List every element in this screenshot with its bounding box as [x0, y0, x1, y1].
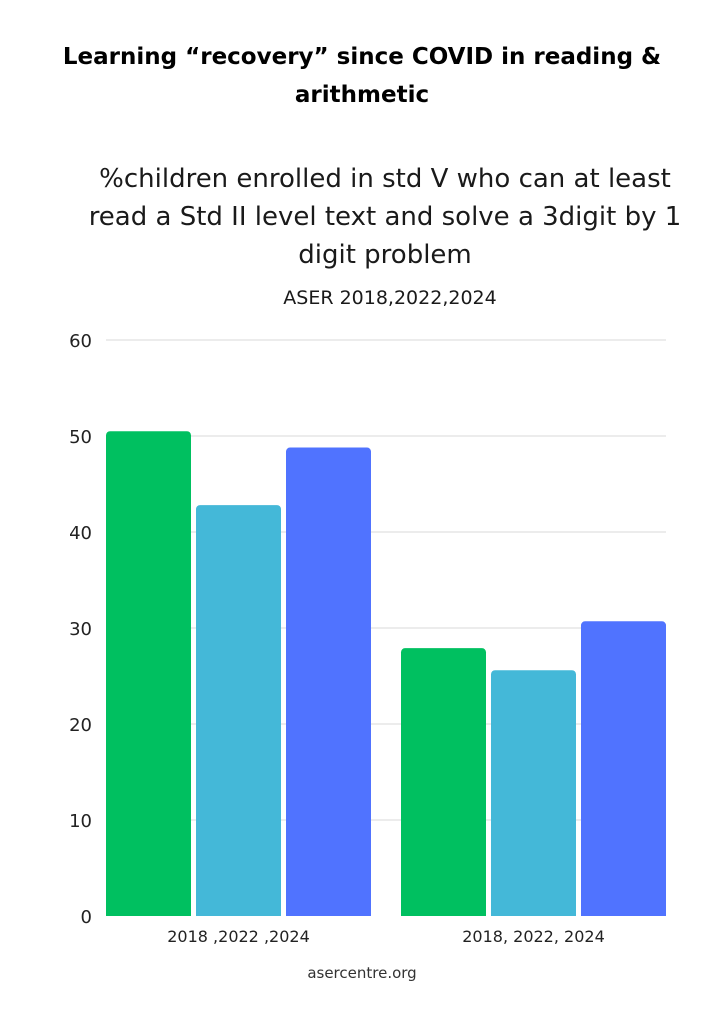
y-tick-label: 10: [69, 811, 92, 832]
bar: [581, 621, 666, 916]
bar: [286, 447, 371, 916]
source-line: ASER 2018,2022,2024: [283, 287, 497, 309]
bar-base: [106, 910, 191, 916]
y-tick-label: 20: [69, 715, 92, 736]
y-tick-label: 50: [69, 427, 92, 448]
bar-base: [196, 910, 281, 916]
bar-base: [491, 910, 576, 916]
y-tick-label: 30: [69, 619, 92, 640]
chart-title: Learning “recovery” since COVID in readi…: [62, 44, 662, 108]
y-tick-label: 60: [69, 331, 92, 352]
bar-base: [581, 910, 666, 916]
footer-source: asercentre.org: [307, 964, 417, 982]
x-category-label: 2018, 2022, 2024: [462, 927, 605, 946]
x-category-label: 2018 ,2022 ,2024: [167, 927, 310, 946]
bar: [401, 648, 486, 916]
bar-base: [286, 910, 371, 916]
bar: [491, 670, 576, 916]
chart-subtitle: %children enrolled in std V who can at l…: [88, 164, 682, 270]
bar: [196, 505, 281, 916]
y-tick-label: 0: [81, 907, 92, 928]
y-tick-label: 40: [69, 523, 92, 544]
bar-base: [401, 910, 486, 916]
bar: [106, 431, 191, 916]
